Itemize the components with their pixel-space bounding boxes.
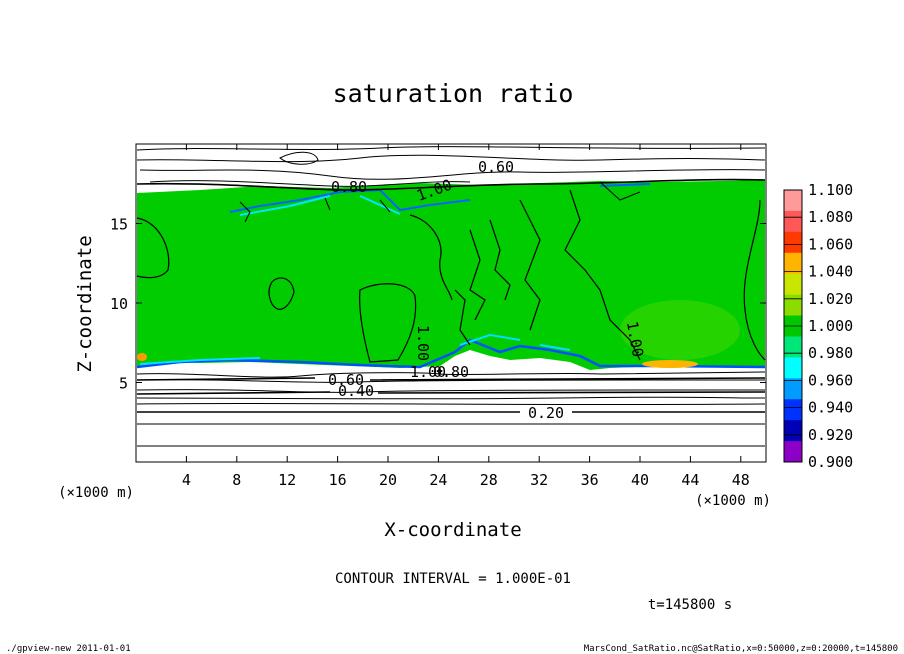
- fringe-bottom: [136, 338, 766, 369]
- colorbar-swatch: [784, 336, 802, 358]
- x-tick-label: 12: [278, 471, 296, 489]
- colorbar-level-label: 1.100: [808, 181, 853, 199]
- saturated-band: [137, 180, 765, 370]
- x-tick-labels: 4 8 12 16 20 24 28 32 36 40 44 48: [182, 471, 750, 489]
- contour-label-0.60-top: 0.60: [478, 158, 514, 176]
- colorbar-swatch: [784, 210, 802, 233]
- x-axis-label: X-coordinate: [384, 519, 521, 541]
- contour-label-0.60-low: 0.60: [328, 371, 364, 389]
- y-unit-label: (×1000 m): [58, 485, 134, 501]
- fringe-bottom-cyan: [139, 333, 571, 365]
- footer-left: ./gpview-new 2011-01-01: [6, 644, 131, 654]
- colorbar-swatch: [784, 252, 802, 275]
- contour-thick-0.60: [136, 377, 766, 381]
- colorbar-swatch: [784, 294, 802, 317]
- colorbar-level-label: 0.960: [808, 371, 853, 389]
- contour-label-0.20: 0.20: [528, 404, 564, 422]
- chart-title: saturation ratio: [333, 79, 574, 108]
- colorbar-level-label: 1.020: [808, 290, 853, 308]
- fringe-top: [229, 183, 651, 213]
- y-tick-label: 5: [119, 375, 128, 393]
- colorbar-level-label: 0.980: [808, 344, 853, 362]
- y-axis-label: Z-coordinate: [74, 235, 96, 372]
- contours-interior: [136, 189, 766, 363]
- x-tick-label: 32: [530, 471, 548, 489]
- x-unit-label: (×1000 m): [695, 493, 771, 509]
- colorbar-level-label: 1.060: [808, 235, 853, 253]
- contour-interval: CONTOUR INTERVAL = 1.000E-01: [335, 571, 571, 587]
- colorbar-level-label: 1.000: [808, 317, 853, 335]
- colorbar-level-label: 0.920: [808, 426, 853, 444]
- x-tick-label: 24: [429, 471, 447, 489]
- x-tick-label: 44: [681, 471, 699, 489]
- x-tick-label: 16: [329, 471, 347, 489]
- contour-label-0.40: 0.40: [338, 382, 374, 400]
- time-label: t=145800 s: [648, 597, 732, 613]
- x-tick-label: 4: [182, 471, 191, 489]
- footer-right: MarsCond_SatRatio.nc@SatRatio,x=0:50000,…: [584, 644, 898, 654]
- colorbar: 1.100 1.080 1.060 1.040 1.020 1.000 0.980 0.960…: [783, 181, 853, 471]
- colorbar-swatch: [784, 420, 802, 442]
- axis-ticks: [136, 144, 766, 462]
- colorbar-level-label: 0.900: [808, 453, 853, 471]
- x-tick-label: 20: [379, 471, 397, 489]
- colorbar-swatch: [784, 231, 802, 254]
- y-tick-label: 10: [110, 295, 128, 313]
- contour-thick-0.40: [136, 391, 766, 395]
- x-tick-label: 8: [232, 471, 241, 489]
- warm-patch-left: [137, 353, 147, 361]
- plot-area: 0.60 0.80 1.00 1.00 1.00 1.00 0.60 0.40 …: [135, 143, 767, 463]
- lime-haze: [620, 300, 740, 360]
- y-tick-labels: 5 10 15: [110, 216, 128, 393]
- x-tick-label: 48: [732, 471, 750, 489]
- contour-label-0.80-top: 0.80: [331, 178, 367, 196]
- contour-label-1.00-right: 1.00: [623, 320, 647, 359]
- contours-upper: [136, 146, 766, 223]
- y-tick-label: 15: [110, 216, 128, 234]
- contours-lower: [136, 371, 766, 447]
- colorbar-level-label: 1.080: [808, 208, 853, 226]
- x-tick-label: 36: [581, 471, 599, 489]
- colorbar-swatch: [784, 273, 802, 296]
- x-tick-label: 28: [480, 471, 498, 489]
- colorbar-swatch: [784, 399, 802, 421]
- x-tick-label: 40: [631, 471, 649, 489]
- contour-label-1.00-mid: 1.00: [414, 325, 432, 361]
- colorbar-swatch: [784, 357, 802, 379]
- colorbar-swatch: [784, 190, 802, 212]
- warm-patch-right: [642, 360, 698, 368]
- contour-thick-upper: [136, 178, 766, 191]
- colorbar-swatch: [784, 378, 802, 400]
- contour-label-1.00-low: 1.00: [410, 363, 446, 381]
- contour-label-0.80-low: 0.80: [433, 363, 469, 381]
- colorbar-level-label: 0.940: [808, 399, 853, 417]
- colorbar-level-label: 1.040: [808, 263, 853, 281]
- fringe-top-cyan: [239, 195, 401, 216]
- colorbar-swatch: [784, 441, 802, 463]
